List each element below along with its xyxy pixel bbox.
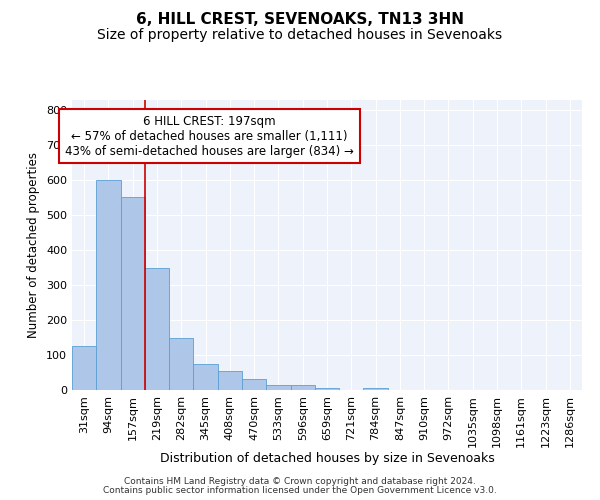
Bar xyxy=(96,180,121,390)
Bar xyxy=(218,372,242,390)
Text: Contains public sector information licensed under the Open Government Licence v3: Contains public sector information licen… xyxy=(103,486,497,495)
Text: Contains HM Land Registry data © Crown copyright and database right 2024.: Contains HM Land Registry data © Crown c… xyxy=(124,477,476,486)
Text: 6 HILL CREST: 197sqm
← 57% of detached houses are smaller (1,111)
43% of semi-de: 6 HILL CREST: 197sqm ← 57% of detached h… xyxy=(65,114,354,158)
Bar xyxy=(193,364,218,390)
Bar xyxy=(290,386,315,390)
Bar xyxy=(364,388,388,390)
Bar xyxy=(121,197,145,390)
Bar xyxy=(266,385,290,390)
Bar xyxy=(315,388,339,390)
Text: 6, HILL CREST, SEVENOAKS, TN13 3HN: 6, HILL CREST, SEVENOAKS, TN13 3HN xyxy=(136,12,464,28)
Text: Size of property relative to detached houses in Sevenoaks: Size of property relative to detached ho… xyxy=(97,28,503,42)
X-axis label: Distribution of detached houses by size in Sevenoaks: Distribution of detached houses by size … xyxy=(160,452,494,466)
Bar xyxy=(72,346,96,390)
Bar xyxy=(242,379,266,390)
Bar xyxy=(169,338,193,390)
Bar xyxy=(145,268,169,390)
Y-axis label: Number of detached properties: Number of detached properties xyxy=(28,152,40,338)
